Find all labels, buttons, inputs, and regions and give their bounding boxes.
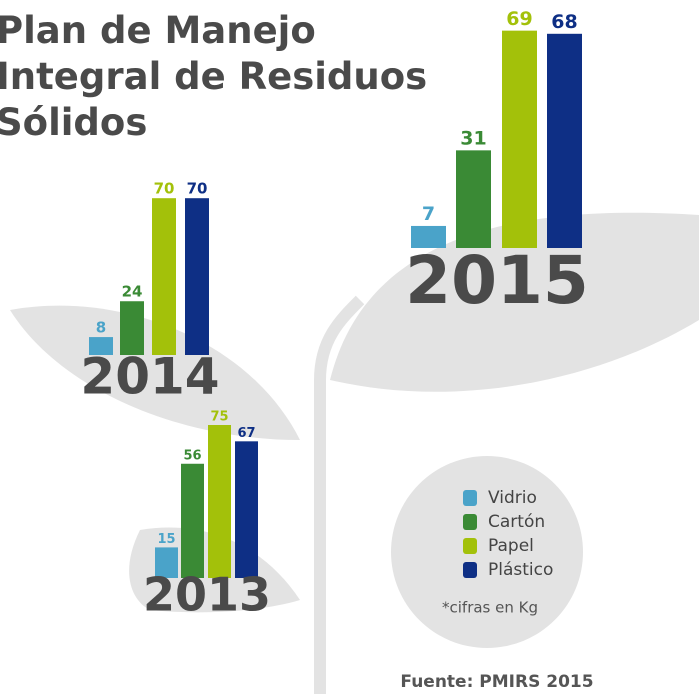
source: Fuente: PMIRS 2015 xyxy=(400,672,593,692)
value-label: 7 xyxy=(422,203,435,225)
year-label: 2015 xyxy=(405,242,589,319)
value-label: 67 xyxy=(237,426,255,441)
leaf xyxy=(330,212,699,392)
value-label: 56 xyxy=(183,448,201,463)
value-label: 15 xyxy=(157,532,175,547)
bar xyxy=(120,301,144,355)
bar xyxy=(411,225,446,248)
bar xyxy=(152,198,176,355)
legend-label: Vidrio xyxy=(488,488,537,508)
value-label: 68 xyxy=(551,11,577,33)
leaf xyxy=(10,305,300,440)
legend-icon xyxy=(463,538,477,554)
legend-circle xyxy=(391,456,583,648)
bar xyxy=(456,150,491,248)
year-label: 2014 xyxy=(80,348,219,406)
bar xyxy=(155,547,178,578)
leaves xyxy=(10,212,699,613)
value-label: 75 xyxy=(210,410,228,425)
value-label: 70 xyxy=(187,180,208,198)
stem xyxy=(314,295,365,694)
value-label: 8 xyxy=(96,319,106,337)
note: *cifras en Kg xyxy=(442,599,538,617)
bar xyxy=(502,30,537,249)
legend-icon xyxy=(463,514,477,530)
bar xyxy=(89,337,113,355)
bar xyxy=(235,441,258,578)
bar xyxy=(547,33,582,248)
legend-label: Plástico xyxy=(488,560,553,580)
bar xyxy=(185,198,209,355)
legend-icon xyxy=(463,562,477,578)
value-label: 31 xyxy=(460,127,486,149)
bar xyxy=(181,463,204,578)
year-label: 2013 xyxy=(143,568,271,622)
bar xyxy=(208,425,231,578)
title: Plan de Manejo Integral de Residuos Sóli… xyxy=(0,9,428,144)
value-label: 70 xyxy=(154,180,175,198)
value-label: 24 xyxy=(122,283,143,301)
legend-icon xyxy=(463,490,477,506)
legend-label: Cartón xyxy=(488,512,545,532)
legend-label: Papel xyxy=(488,536,534,556)
value-label: 69 xyxy=(506,8,532,30)
